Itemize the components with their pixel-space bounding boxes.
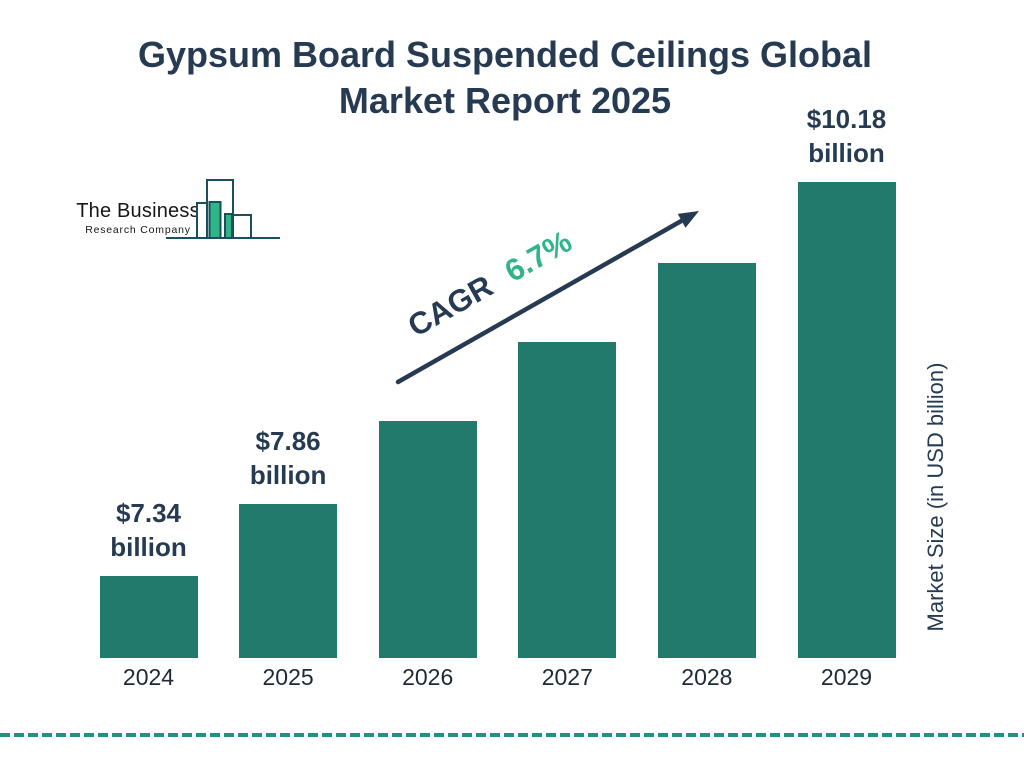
bar-2029 [797,182,896,658]
company-name: The Business [76,200,200,222]
value-label-2025: $7.86 billion [200,424,376,492]
value-label-line: $7.86 [255,426,321,456]
bar-2024 [99,576,198,658]
value-label-line: billion [110,532,187,562]
x-axis-label-2024: 2024 [122,664,175,690]
value-label-line: billion [808,138,885,168]
value-label-line: $10.18 [806,104,887,134]
bar-2026 [378,421,477,658]
bar-2027 [518,342,617,658]
page-title-line2: Market Report 2025 [338,80,672,121]
growth-arrow-icon [395,211,699,385]
page-title-line1: Gypsum Board Suspended Ceilings Global [137,34,873,75]
x-axis-label-2029: 2029 [820,664,873,690]
value-label-line: $7.34 [115,498,182,528]
x-axis-label-2027: 2027 [541,664,593,690]
bar-chart-logo-icon [166,179,280,239]
value-label-line: billion [249,460,327,490]
value-label-2024: $7.34 billion [61,496,237,564]
y-axis-label: Market Size (in USD billion) [923,362,948,632]
bar-2025 [239,504,338,658]
x-axis-label-2026: 2026 [402,664,454,690]
value-label-2029: $10.18 billion [759,102,935,170]
company-logo-text: The Business Research Company [75,200,201,236]
bar-2028 [657,263,756,658]
bottom-dashed-divider [0,733,1024,737]
company-logo: The Business Research Company [75,176,293,246]
page-title: Gypsum Board Suspended Ceilings Global M… [0,32,1010,124]
company-subname: Research Company [85,224,191,236]
x-axis-label-2025: 2025 [262,664,314,690]
x-axis-label-2028: 2028 [681,664,733,690]
